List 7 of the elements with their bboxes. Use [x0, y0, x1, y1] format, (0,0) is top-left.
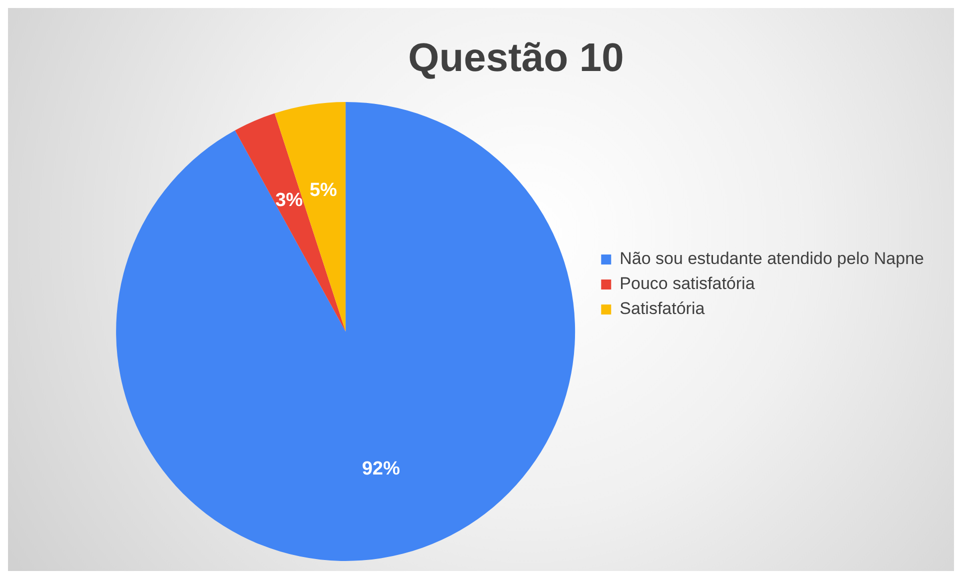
chart-title: Questão 10	[408, 36, 624, 80]
legend-label: Pouco satisfatória	[620, 274, 756, 294]
data-label: 5%	[310, 180, 338, 202]
legend-label: Não sou estudante atendido pelo Napne	[620, 249, 924, 268]
legend-label: Satisfatória	[620, 299, 706, 318]
data-label: 3%	[275, 190, 303, 212]
data-label: 92%	[362, 458, 400, 480]
